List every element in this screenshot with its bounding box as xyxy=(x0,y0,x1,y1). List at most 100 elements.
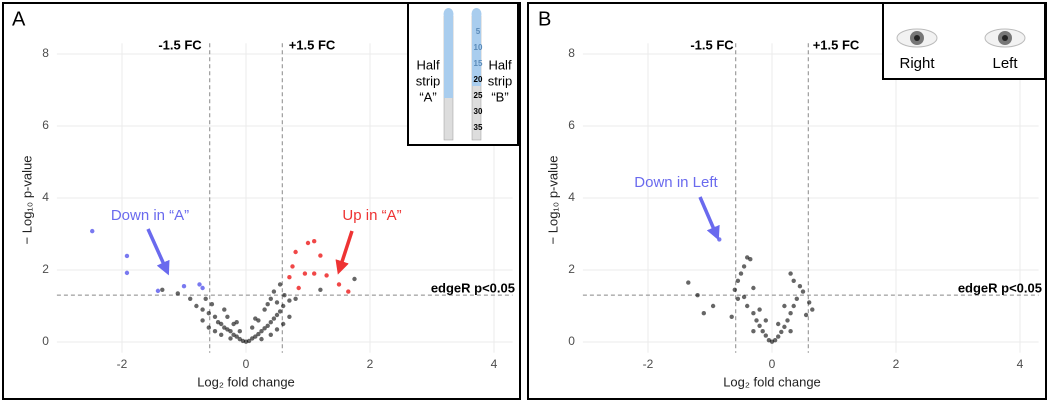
point xyxy=(282,293,287,298)
y-axis-label: − Log₁₀ p-value xyxy=(19,156,34,245)
annotation: edgeR p<0.05 xyxy=(958,280,1042,295)
point xyxy=(788,329,793,334)
x-tick-label: 0 xyxy=(243,357,250,371)
y-tick-label: 2 xyxy=(568,262,575,276)
point xyxy=(194,303,199,309)
annotation: Down in “A” xyxy=(111,207,189,224)
inset-label: Half xyxy=(416,57,440,72)
point xyxy=(791,278,796,283)
point xyxy=(265,323,270,328)
point xyxy=(741,264,747,269)
point xyxy=(253,316,258,321)
y-tick-label: 0 xyxy=(568,334,575,348)
point xyxy=(181,284,187,289)
point xyxy=(212,314,218,319)
panel-label: A xyxy=(12,8,26,30)
x-tick-label: 0 xyxy=(769,357,776,371)
y-tick-label: 4 xyxy=(568,190,575,204)
point xyxy=(274,300,280,305)
y-tick-label: 8 xyxy=(568,46,575,60)
annotation: +1.5 FC xyxy=(289,37,336,52)
point xyxy=(732,287,737,292)
point xyxy=(188,296,193,301)
point xyxy=(782,324,787,330)
point xyxy=(287,314,292,319)
x-tick-label: 2 xyxy=(367,357,374,371)
annotation: Up in “A” xyxy=(342,207,401,224)
point xyxy=(312,239,317,244)
y-tick-label: 6 xyxy=(42,118,49,132)
point xyxy=(287,275,292,280)
y-axis-label: − Log₁₀ p-value xyxy=(545,156,560,245)
point xyxy=(745,303,750,309)
point xyxy=(735,278,741,283)
x-tick-label: -2 xyxy=(643,357,654,371)
point xyxy=(729,314,734,319)
point xyxy=(797,284,803,289)
arrow xyxy=(698,196,720,241)
inset-label: “B” xyxy=(491,89,508,104)
point xyxy=(757,323,762,328)
inset-label: “A” xyxy=(419,89,436,104)
point xyxy=(206,325,211,330)
pupil xyxy=(1002,35,1008,41)
point xyxy=(259,336,264,342)
point xyxy=(776,334,781,339)
point xyxy=(695,293,700,298)
point xyxy=(281,303,286,309)
strip-number: 15 xyxy=(474,59,483,68)
y-tick-label: 0 xyxy=(42,334,49,348)
point xyxy=(735,296,741,301)
point xyxy=(346,289,351,294)
point xyxy=(772,338,778,343)
point xyxy=(760,329,765,334)
point xyxy=(763,318,768,323)
x-axis-label: Log₂ fold change xyxy=(197,374,295,389)
point xyxy=(302,271,308,276)
x-tick-label: 2 xyxy=(893,357,900,371)
point xyxy=(155,288,161,294)
point xyxy=(748,257,753,262)
y-tick-label: 4 xyxy=(42,190,49,204)
point xyxy=(785,318,790,323)
point xyxy=(296,285,301,291)
point xyxy=(271,289,277,294)
x-tick-label: -2 xyxy=(117,357,128,371)
x-tick-label: 4 xyxy=(1017,357,1024,371)
strip-number: 30 xyxy=(474,107,483,116)
point xyxy=(751,311,756,316)
point xyxy=(717,237,722,242)
point xyxy=(324,273,329,278)
point xyxy=(246,338,252,344)
point xyxy=(222,307,227,312)
strip-top xyxy=(443,8,454,20)
strip-number: 25 xyxy=(474,91,483,100)
point xyxy=(794,296,799,301)
annotation: edgeR p<0.05 xyxy=(431,280,515,295)
point xyxy=(259,329,264,334)
point xyxy=(90,228,95,234)
point xyxy=(253,334,258,339)
point xyxy=(219,321,224,327)
strip-number: 10 xyxy=(474,43,483,52)
eye-label: Left xyxy=(992,55,1018,72)
panel-border xyxy=(2,2,521,400)
point xyxy=(807,300,812,305)
point xyxy=(228,336,233,341)
point xyxy=(250,325,255,330)
pupil xyxy=(914,35,920,41)
point xyxy=(318,287,323,292)
strip-number: 5 xyxy=(476,27,481,36)
point xyxy=(268,320,273,325)
inset-label: Half xyxy=(488,57,512,72)
point xyxy=(788,271,793,276)
arrow xyxy=(146,228,170,276)
point xyxy=(336,282,342,287)
inset-label: strip xyxy=(488,73,513,88)
point xyxy=(203,296,208,301)
point xyxy=(741,294,747,300)
point xyxy=(791,303,796,309)
annotation: Down in Left xyxy=(634,174,718,191)
point xyxy=(206,311,211,316)
